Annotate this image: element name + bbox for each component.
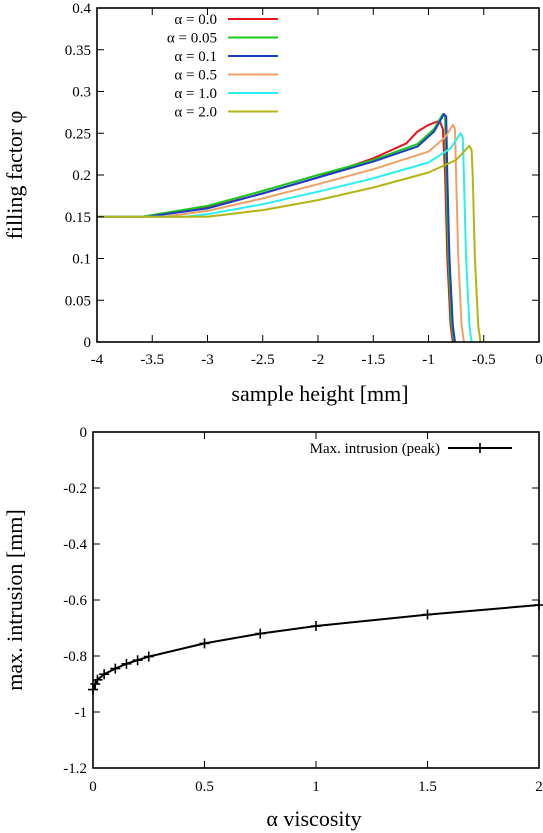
data-point-marker [143,651,154,662]
data-point-marker [92,674,103,685]
series-line [97,113,455,343]
series-line [92,604,540,690]
max-intrusion-curves [88,600,543,695]
x-tick-label: -1 [422,352,435,368]
y-tick-label: 0.3 [72,85,91,101]
data-point-marker [132,655,143,666]
legend-label: Max. intrusion (peak) [310,441,440,457]
y-tick-label: 0 [80,425,88,441]
legend-label: α = 0.0 [174,12,217,28]
y-tick-label: -0.6 [63,593,87,609]
x-tick-label: -4 [91,352,104,368]
data-point-marker [99,669,110,680]
max-intrusion-plot: 0 0.5 1 1.5 2 -1.2 -1 -0.8 -0.6 -0.4 -0.2 0 Max. in… [2,425,543,831]
filling-factor-plot: -4 -3.5 -3 -2.5 -2 -1.5 -1 -0.5 0 0 0.05 0.1 0.15 0.2… [2,1,543,406]
y-tick-label: -1.2 [63,761,87,777]
series-line [97,113,456,343]
legend-label: α = 0.05 [167,31,217,47]
filling-factor-curves [97,113,482,343]
y-tick-label: 0.35 [65,43,91,59]
bottom-y-axis-label: max. intrusion [mm] [2,509,27,690]
data-point-marker [199,638,210,649]
legend-label: α = 1.0 [174,86,217,102]
data-point-marker [255,628,266,639]
x-tick-label: -1.5 [361,352,385,368]
x-tick-label: -3 [201,352,214,368]
data-point-marker [110,663,121,674]
top-y-axis-label: filling factor φ [2,111,27,240]
bottom-x-axis-label: α viscosity [266,806,361,831]
x-tick-label: 1.5 [418,779,437,795]
y-tick-label: 0.1 [72,252,91,268]
data-point-marker [311,621,321,632]
legend-label: α = 2.0 [174,105,217,121]
legend-label: α = 0.5 [174,68,217,84]
series-line [97,144,482,343]
x-tick-label: 0.5 [195,779,214,795]
y-tick-label: -0.2 [63,481,87,497]
y-tick-label: 0.15 [65,210,91,226]
y-tick-label: 0 [84,335,92,351]
x-tick-label: 2 [535,779,543,795]
bottom-legend: Max. intrusion (peak) [310,441,512,457]
y-tick-label: 0.05 [65,293,91,309]
y-tick-label: 0.2 [72,168,91,184]
x-tick-label: -3.5 [140,352,164,368]
data-point-marker [422,609,433,620]
series-line [97,132,473,343]
y-tick-label: 0.4 [72,1,91,17]
x-tick-label: -0.5 [472,352,496,368]
legend-label: α = 0.1 [174,49,217,65]
x-tick-label: 0 [535,352,543,368]
top-x-axis-label: sample height [mm] [231,381,408,406]
top-axes-ticks: -4 -3.5 -3 -2.5 -2 -1.5 -1 -0.5 0 0 0.05 0.1 0.15 0.2… [65,1,543,368]
data-point-marker [121,658,132,669]
y-tick-label: -0.4 [63,537,87,553]
y-tick-label: -1 [75,705,88,721]
series-line [97,123,465,343]
y-tick-label: -0.8 [63,649,87,665]
legend-marker [475,443,485,453]
y-tick-label: 0.25 [65,126,91,142]
series-line [97,119,454,343]
x-tick-label: -2.5 [251,352,275,368]
plot-frame-bottom [92,431,540,769]
x-tick-label: -2 [312,352,325,368]
bottom-axes-ticks: 0 0.5 1 1.5 2 -1.2 -1 -0.8 -0.6 -0.4 -0.2 0 [63,425,543,795]
x-tick-label: 0 [89,779,97,795]
x-tick-label: 1 [312,779,320,795]
top-legend: α = 0.0 α = 0.05 α = 0.1 α = 0.5 α = 1.0 α = … [167,12,278,121]
data-point-marker [90,679,101,689]
